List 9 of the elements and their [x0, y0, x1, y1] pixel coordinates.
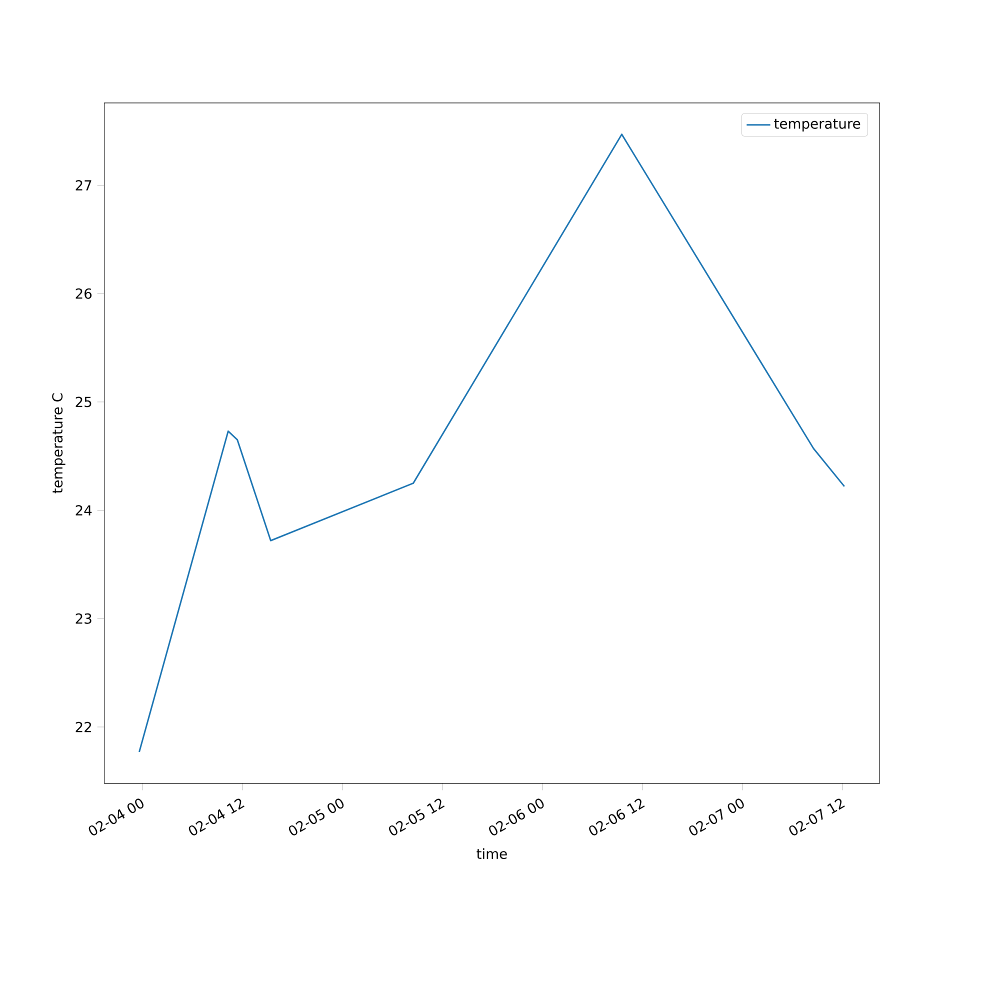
y-tick-label: 24 — [76, 505, 92, 516]
y-tick-label: 26 — [76, 288, 92, 299]
y-axis-title: temperature C — [52, 393, 66, 494]
y-tick-label: 27 — [76, 180, 92, 190]
legend-label: temperature — [774, 118, 860, 132]
x-axis-title: time — [476, 848, 507, 860]
y-tick-label: 23 — [76, 613, 92, 624]
y-tick-label: 25 — [76, 396, 92, 408]
y-tick-label: 22 — [76, 722, 92, 732]
